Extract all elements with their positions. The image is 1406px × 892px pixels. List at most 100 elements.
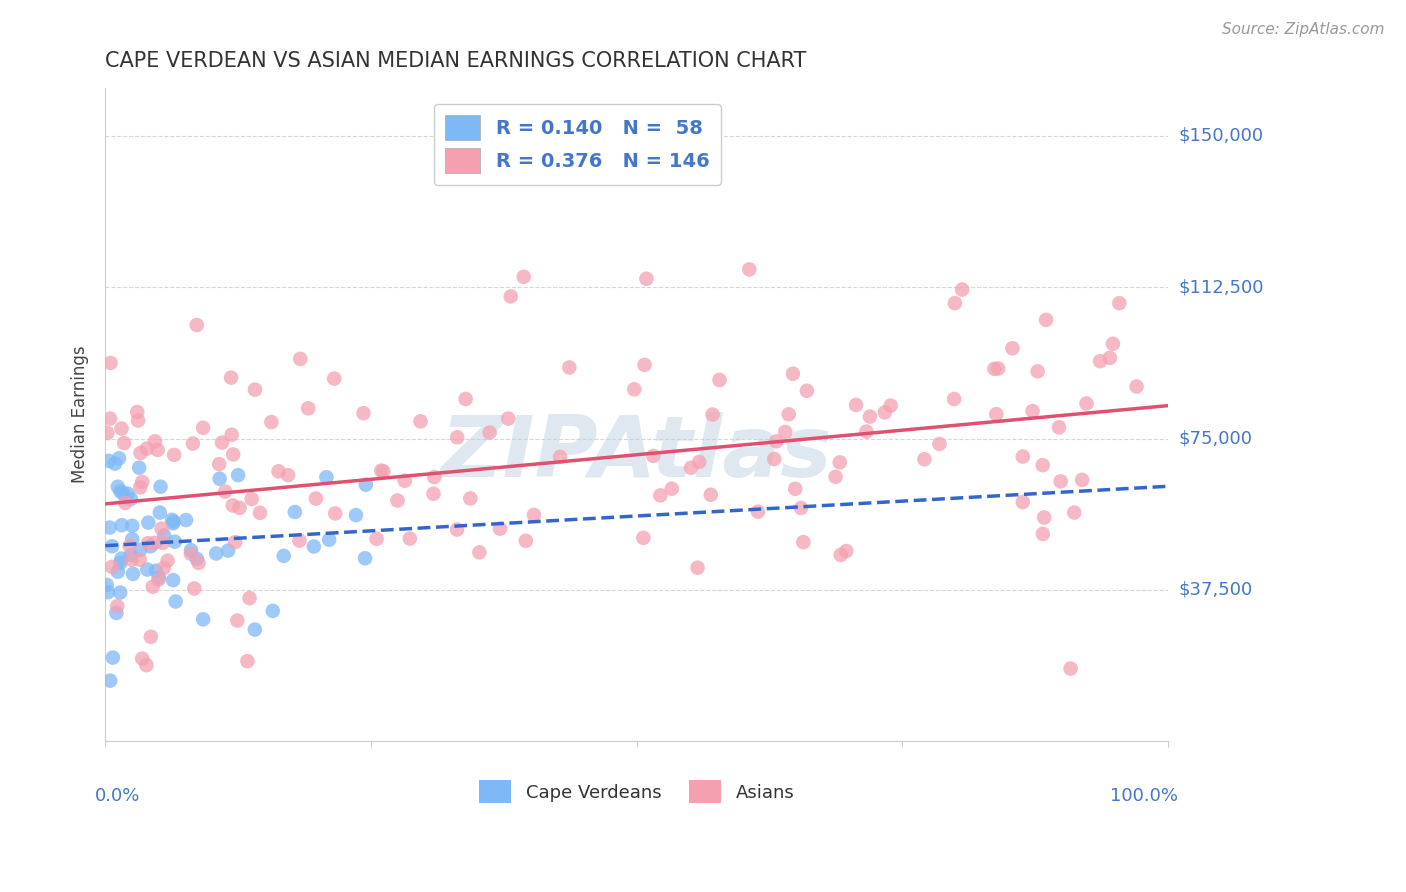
Point [180,543,202,558]
Point [120,491,142,506]
Point [129,543,152,558]
Point [423,470,446,484]
Point [156,554,179,568]
Point [1071,473,1094,487]
Point [747,505,769,519]
Point [222,499,245,513]
Point [1088,354,1111,368]
Point [221,427,243,442]
Point [398,532,420,546]
Point [160,513,183,527]
Point [162,515,184,529]
Point [117,486,139,500]
Point [323,507,346,521]
Point [112,436,135,450]
Point [277,468,299,483]
Point [224,535,246,549]
Point [145,564,167,578]
Point [191,612,214,626]
Point [1021,404,1043,418]
Point [859,409,882,424]
Point [515,533,537,548]
Point [1033,510,1056,524]
Point [702,408,724,422]
Point [983,361,1005,376]
Point [273,549,295,563]
Point [387,493,409,508]
Point [623,382,645,396]
Point [344,508,367,522]
Point [243,623,266,637]
Point [950,283,973,297]
Point [790,500,813,515]
Point [489,522,512,536]
Point [262,604,284,618]
Point [686,560,709,574]
Point [217,543,239,558]
Text: $37,500: $37,500 [1180,581,1253,599]
Point [318,533,340,547]
Point [943,296,966,310]
Point [108,451,131,466]
Point [499,289,522,303]
Point [873,405,896,419]
Point [290,351,312,366]
Point [943,392,966,406]
Point [1032,458,1054,473]
Point [243,383,266,397]
Point [353,406,375,420]
Point [1108,296,1130,310]
Point [219,370,242,384]
Point [139,630,162,644]
Point [138,516,160,530]
Point [636,271,658,285]
Point [835,544,858,558]
Point [478,425,501,440]
Point [661,482,683,496]
Point [796,384,818,398]
Point [700,488,723,502]
Text: $112,500: $112,500 [1180,278,1264,296]
Point [498,411,520,425]
Point [1035,313,1057,327]
Text: $150,000: $150,000 [1180,127,1264,145]
Point [208,472,231,486]
Point [643,449,665,463]
Point [152,561,174,575]
Point [446,523,468,537]
Point [186,551,208,566]
Point [548,450,571,464]
Point [174,513,197,527]
Point [288,533,311,548]
Point [249,506,271,520]
Point [143,434,166,449]
Point [136,562,159,576]
Text: 100.0%: 100.0% [1111,787,1178,805]
Point [912,452,935,467]
Text: 0.0%: 0.0% [94,787,141,805]
Text: Source: ZipAtlas.com: Source: ZipAtlas.com [1222,22,1385,37]
Point [114,496,136,510]
Point [1125,379,1147,393]
Point [135,658,157,673]
Point [104,457,127,471]
Point [122,566,145,581]
Point [633,531,655,545]
Point [302,540,325,554]
Point [110,551,132,566]
Point [558,360,581,375]
Point [110,556,132,570]
Point [128,552,150,566]
Point [191,421,214,435]
Point [97,454,120,468]
Point [110,484,132,499]
Point [139,540,162,554]
Point [131,475,153,489]
Point [1032,527,1054,541]
Point [409,414,432,428]
Point [928,437,950,451]
Point [96,578,118,592]
Point [1001,341,1024,355]
Point [512,269,534,284]
Point [211,435,233,450]
